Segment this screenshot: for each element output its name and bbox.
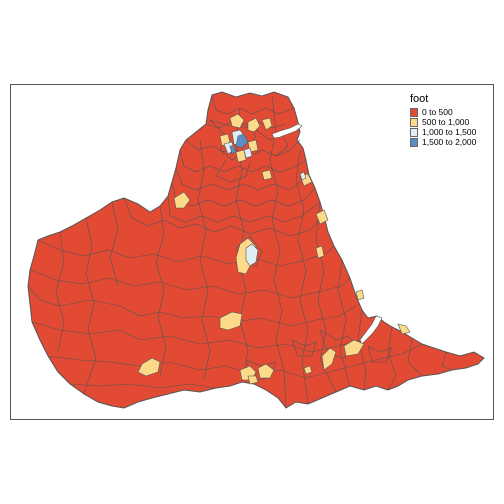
legend-item: 1,000 to 1,500: [410, 127, 476, 137]
legend-label: 500 to 1,000: [422, 117, 470, 127]
legend-swatch: [410, 107, 418, 117]
river-south-estuary: [359, 315, 383, 345]
legend-swatch: [410, 117, 418, 127]
legend-label: 1,000 to 1,500: [422, 127, 477, 137]
river-north: [271, 123, 303, 139]
legend-item: 0 to 500: [410, 107, 476, 117]
legend-item: 500 to 1,000: [410, 117, 476, 127]
map-legend: foot 0 to 500 500 to 1,000 1,000 to 1,50…: [410, 93, 476, 147]
legend-swatch: [410, 127, 418, 137]
legend-item: 1,500 to 2,000: [410, 137, 476, 147]
legend-label: 0 to 500: [422, 107, 453, 117]
districts-1500-2000: [229, 133, 249, 155]
legend-title: foot: [410, 93, 429, 105]
legend-swatch: [410, 137, 418, 147]
districts-500-1000: [137, 113, 411, 385]
legend-label: 1,500 to 2,000: [422, 137, 477, 147]
